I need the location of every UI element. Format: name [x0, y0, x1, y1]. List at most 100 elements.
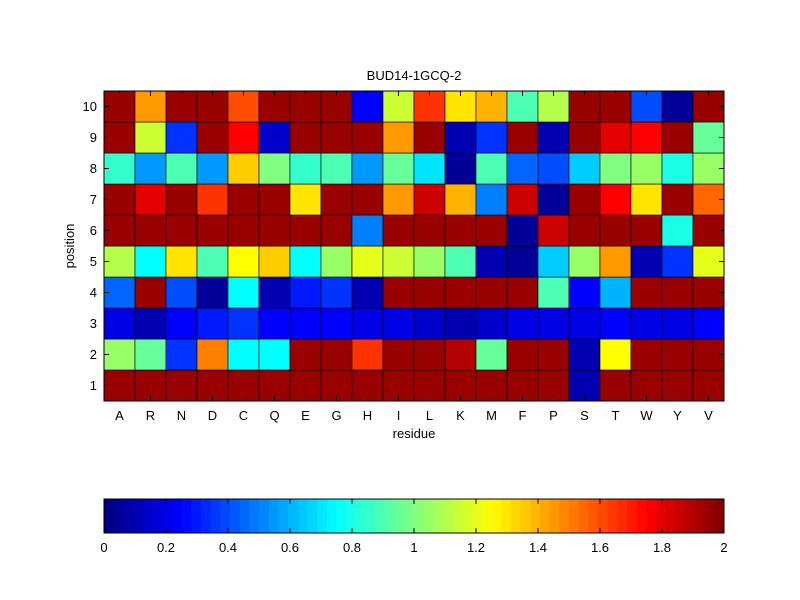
heatmap-cell [475, 276, 508, 309]
colorbar-swatch [142, 499, 153, 533]
heatmap-cell [227, 245, 260, 278]
colorbar-swatch [162, 499, 173, 533]
heatmap-cell [382, 338, 415, 371]
heatmap-cell [134, 152, 167, 185]
heatmap-cell [506, 121, 539, 154]
heatmap-cell [165, 245, 198, 278]
heatmap-cell [134, 183, 167, 216]
heatmap-cell [568, 152, 601, 185]
heatmap-cell [475, 214, 508, 247]
heatmap-cell [661, 183, 694, 216]
heatmap-cell [630, 369, 663, 402]
heatmap-cell [289, 214, 322, 247]
colorbar-swatch [133, 499, 144, 533]
y-tick-label: 8 [90, 161, 97, 176]
x-tick-label: S [580, 408, 589, 423]
colorbar-swatch [414, 499, 425, 533]
heatmap-cell [537, 276, 570, 309]
heatmap-cell [196, 338, 229, 371]
x-tick-label: W [640, 408, 653, 423]
heatmap-cell [599, 183, 632, 216]
heatmap-cell [413, 245, 446, 278]
colorbar-tick-label: 1 [410, 540, 417, 555]
y-tick-label: 1 [90, 378, 97, 393]
heatmap-cell [599, 121, 632, 154]
colorbar-swatch [491, 499, 502, 533]
heatmap-cell [506, 338, 539, 371]
heatmap-cell [630, 307, 663, 340]
colorbar-swatch [181, 499, 192, 533]
heatmap-cell [227, 90, 260, 123]
colorbar-swatch [685, 499, 696, 533]
x-tick-label: H [363, 408, 372, 423]
y-axis-title: position [62, 224, 77, 269]
heatmap-cell [475, 152, 508, 185]
colorbar-swatch [365, 499, 376, 533]
heatmap-cells [103, 90, 725, 402]
heatmap-cell [413, 338, 446, 371]
heatmap-cell [413, 183, 446, 216]
heatmap-cell [289, 307, 322, 340]
colorbar-swatch [239, 499, 250, 533]
x-tick-label: P [549, 408, 558, 423]
heatmap-cell [227, 121, 260, 154]
heatmap-cell [196, 183, 229, 216]
heatmap-cell [227, 307, 260, 340]
heatmap-cell [320, 307, 353, 340]
heatmap-cell [382, 276, 415, 309]
heatmap-cell [630, 121, 663, 154]
colorbar-swatch [462, 499, 473, 533]
heatmap-cell [444, 183, 477, 216]
x-tick-label: F [519, 408, 527, 423]
heatmap-cell [165, 152, 198, 185]
heatmap-cell [444, 214, 477, 247]
heatmap-cell [258, 369, 291, 402]
colorbar-swatch [171, 499, 182, 533]
colorbar-swatch [249, 499, 260, 533]
heatmap-cell [413, 214, 446, 247]
heatmap-cell [506, 214, 539, 247]
heatmap-cell [661, 90, 694, 123]
heatmap-cell [289, 183, 322, 216]
y-tick-label: 10 [83, 99, 97, 114]
heatmap-cell [258, 183, 291, 216]
colorbar-swatch [539, 499, 551, 533]
colorbar-swatch [336, 499, 347, 533]
heatmap-cell [630, 338, 663, 371]
x-tick-label: E [301, 408, 310, 423]
colorbar-swatch [307, 499, 318, 533]
x-tick-label: C [239, 408, 248, 423]
heatmap-cell [568, 276, 601, 309]
heatmap-cell [227, 152, 260, 185]
x-tick-label: Y [673, 408, 682, 423]
heatmap-cell [289, 121, 322, 154]
heatmap-cell [351, 307, 384, 340]
heatmap-cell [568, 183, 601, 216]
heatmap-cell [599, 214, 632, 247]
colorbar-swatch [656, 499, 667, 533]
heatmap-cell [134, 369, 167, 402]
heatmap-cell [692, 369, 725, 402]
heatmap-cell [103, 121, 136, 154]
heatmap-cell [599, 90, 632, 123]
colorbar-swatch [510, 499, 522, 533]
colorbar-swatch [598, 499, 609, 533]
heatmap-cell [196, 152, 229, 185]
heatmap-cell [475, 90, 508, 123]
heatmap-cell [258, 121, 291, 154]
heatmap-cell [134, 338, 167, 371]
heatmap-cell [103, 338, 136, 371]
heatmap-cell [289, 338, 322, 371]
heatmap-cell [351, 214, 384, 247]
colorbar-swatch [317, 499, 328, 533]
colorbar-tick-label: 2 [720, 540, 727, 555]
heatmap-cell [227, 338, 260, 371]
colorbar-swatch [113, 499, 124, 533]
heatmap-cell [320, 214, 353, 247]
colorbar-swatch [636, 499, 647, 533]
y-axis-ticks: 1 2 3 4 5 6 7 8 9 10 [83, 99, 724, 393]
heatmap-cell [289, 245, 322, 278]
colorbar-swatch [268, 499, 279, 533]
colorbar-swatch [210, 499, 221, 533]
